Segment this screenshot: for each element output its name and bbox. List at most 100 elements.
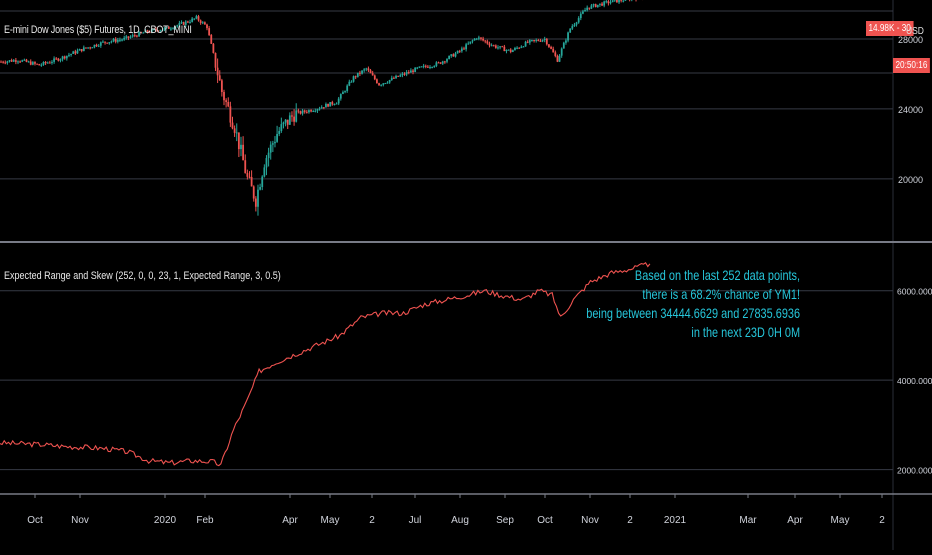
candle-body bbox=[72, 51, 74, 54]
candle-body bbox=[15, 60, 17, 62]
candle-body bbox=[476, 39, 478, 40]
candle-body bbox=[510, 50, 512, 52]
candle-body bbox=[57, 59, 59, 61]
candle-body bbox=[293, 117, 295, 122]
candle-body bbox=[552, 49, 554, 53]
currency-label[interactable]: USD bbox=[906, 26, 924, 37]
candle-body bbox=[13, 60, 15, 61]
candle-body bbox=[565, 40, 567, 42]
candle-body bbox=[30, 62, 32, 65]
candle-body bbox=[302, 110, 304, 113]
candle-body bbox=[399, 75, 401, 76]
candle-body bbox=[516, 48, 518, 49]
candle-body bbox=[482, 39, 484, 41]
candle-body bbox=[586, 8, 588, 10]
candle-body bbox=[614, 0, 616, 1]
candle-body bbox=[331, 102, 333, 104]
candle-body bbox=[64, 56, 66, 58]
candle-body bbox=[306, 112, 308, 113]
annotation-line: there is a 68.2% chance of YM1! bbox=[586, 285, 800, 304]
candle-body bbox=[193, 19, 195, 20]
candle-body bbox=[463, 48, 465, 49]
candle-body bbox=[128, 36, 130, 37]
candle-body bbox=[87, 47, 89, 48]
candle-body bbox=[584, 10, 586, 11]
candle-body bbox=[442, 61, 444, 63]
candle-body bbox=[378, 83, 380, 85]
candle-body bbox=[195, 16, 197, 18]
candle-body bbox=[435, 62, 437, 66]
candle-body bbox=[601, 4, 603, 6]
candle-body bbox=[580, 14, 582, 18]
candle-body bbox=[414, 68, 416, 72]
candle-body bbox=[79, 49, 81, 51]
candle-body bbox=[98, 46, 100, 47]
candle-body bbox=[66, 56, 68, 59]
candle-body bbox=[297, 110, 299, 111]
time-axis-label: 2 bbox=[369, 515, 375, 526]
candle-body bbox=[353, 76, 355, 81]
candle-body bbox=[469, 41, 471, 43]
candle-body bbox=[489, 43, 491, 45]
candle-body bbox=[548, 44, 550, 47]
candle-body bbox=[217, 68, 219, 76]
time-axis-label: Jul bbox=[409, 515, 422, 526]
candle-body bbox=[336, 103, 338, 104]
candle-body bbox=[45, 62, 47, 63]
candle-body bbox=[119, 40, 121, 41]
candle-body bbox=[355, 76, 357, 77]
time-axis-label: Aug bbox=[451, 515, 469, 526]
candle-body bbox=[47, 63, 49, 64]
candle-body bbox=[440, 62, 442, 63]
candle-body bbox=[410, 71, 412, 73]
candle-body bbox=[317, 109, 319, 111]
candle-body bbox=[416, 68, 418, 69]
candle-body bbox=[55, 58, 57, 59]
candle-body bbox=[554, 52, 556, 56]
candle-body bbox=[404, 74, 406, 75]
candle-body bbox=[455, 53, 457, 56]
candle-body bbox=[43, 62, 45, 65]
candle-body bbox=[497, 47, 499, 48]
time-axis-label: May bbox=[831, 515, 850, 526]
candle-body bbox=[111, 41, 113, 42]
candle-body bbox=[605, 1, 607, 2]
candle-body bbox=[444, 61, 446, 62]
candle-body bbox=[593, 4, 595, 5]
candle-body bbox=[68, 55, 70, 56]
candle-body bbox=[429, 67, 431, 68]
candle-body bbox=[363, 69, 365, 70]
candle-body bbox=[100, 42, 102, 46]
candle-body bbox=[561, 49, 563, 56]
candle-body bbox=[246, 173, 248, 177]
candle-body bbox=[591, 5, 593, 8]
expected-range-annotation: Based on the last 252 data points, there… bbox=[586, 266, 800, 342]
candle-body bbox=[49, 63, 51, 64]
candle-body bbox=[210, 35, 212, 44]
candle-body bbox=[85, 47, 87, 48]
candle-body bbox=[251, 177, 253, 186]
countdown-badge: 20:50:16 bbox=[893, 58, 930, 73]
candle-body bbox=[323, 107, 325, 108]
candle-body bbox=[531, 40, 533, 41]
candle-body bbox=[446, 59, 448, 62]
candle-body bbox=[287, 120, 289, 125]
candle-body bbox=[325, 104, 327, 108]
candle-body bbox=[304, 110, 306, 111]
candle-body bbox=[452, 54, 454, 56]
candle-body bbox=[274, 142, 276, 143]
candle-body bbox=[257, 190, 259, 207]
candle-body bbox=[438, 62, 440, 63]
candle-body bbox=[23, 60, 25, 61]
candle-body bbox=[520, 47, 522, 48]
candle-body bbox=[261, 177, 263, 187]
candle-body bbox=[380, 85, 382, 86]
candle-body bbox=[546, 39, 548, 44]
candle-body bbox=[506, 50, 508, 51]
candle-body bbox=[603, 1, 605, 5]
candle-body bbox=[431, 67, 433, 68]
indicator-title: Expected Range and Skew (252, 0, 0, 23, … bbox=[4, 270, 281, 282]
candle-body bbox=[346, 86, 348, 91]
candle-body bbox=[389, 80, 391, 82]
candle-body bbox=[249, 177, 251, 178]
